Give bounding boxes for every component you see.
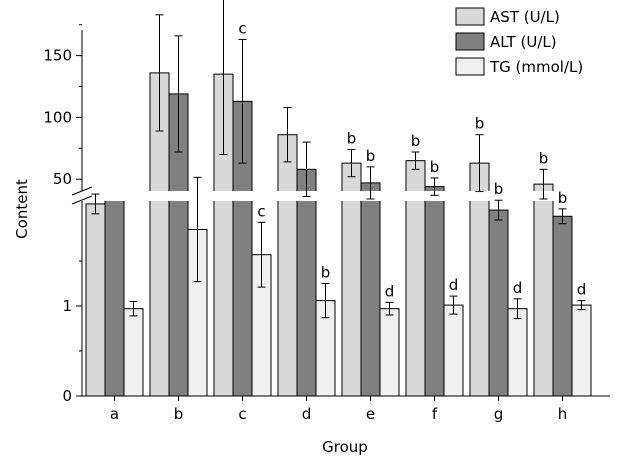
x-tick-label: d (302, 405, 312, 423)
axis-break-mark (71, 195, 93, 205)
significance-label: b (494, 180, 504, 198)
bar-g-s3 (507, 308, 528, 397)
legend-swatch-1 (455, 7, 485, 26)
significance-label: b (558, 189, 568, 207)
bar-g-s2 (488, 209, 509, 397)
significance-label: b (411, 132, 421, 150)
x-tick-label: g (494, 405, 504, 423)
x-tick-label: f (432, 405, 438, 423)
significance-label: b (475, 115, 485, 133)
x-tick-label: e (366, 405, 375, 423)
legend-swatch-2 (455, 32, 485, 51)
legend-label: TG (mmol/L) (489, 58, 583, 76)
significance-label: c (257, 202, 265, 220)
y-tick-label: 0 (62, 387, 72, 405)
x-tick-label: b (174, 405, 184, 423)
y-tick-label: 100 (43, 108, 72, 126)
y-tick-label: 50 (53, 170, 72, 188)
significance-label: d (577, 281, 587, 299)
legend-swatch-3 (455, 57, 485, 76)
bar-h-s2 (552, 215, 573, 397)
legend-label: AST (U/L) (490, 8, 560, 26)
bar-a-s1 (85, 203, 106, 397)
bar-e-s2 (360, 182, 381, 397)
bar-d-s2 (296, 168, 317, 397)
y-tick-label: 1 (62, 297, 72, 315)
significance-label: b (366, 147, 376, 165)
significance-label: b (321, 264, 331, 282)
significance-label: d (385, 282, 395, 300)
legend-label: ALT (U/L) (490, 33, 557, 51)
error-bars-layer: cccbbbdbbdbbdbbd (91, 0, 587, 320)
y-axis-title: Content (13, 179, 31, 239)
bar-h-s1 (533, 183, 554, 397)
axes-layer: 50 100 150 200 0 1 a b c d e f g h (43, 0, 610, 423)
significance-label: d (449, 276, 459, 294)
legend: AST (U/L) ALT (U/L) TG (mmol/L) (455, 7, 583, 76)
y-tick-label: 200 (43, 0, 72, 3)
x-axis-title: Group (322, 438, 368, 456)
axis-break-mark (71, 186, 93, 196)
significance-label: d (513, 279, 523, 297)
x-tick-label: c (238, 405, 246, 423)
axis-break-gap (79, 191, 610, 201)
significance-label: b (347, 130, 357, 148)
significance-label: b (539, 149, 549, 167)
y-tick-label: 150 (43, 47, 72, 65)
bars-layer (79, 72, 610, 397)
bar-h-s3 (571, 304, 592, 397)
bar-a-s2 (104, 193, 125, 397)
significance-label: c (238, 20, 246, 38)
bar-d-s1 (277, 134, 298, 397)
x-tick-label: a (110, 405, 119, 423)
x-tick-label: h (558, 405, 568, 423)
bar-e-s3 (379, 308, 400, 397)
bar-a-s3 (123, 308, 144, 397)
significance-label: b (430, 158, 440, 176)
bar-f-s3 (443, 304, 464, 397)
bar-f-s2 (424, 186, 445, 397)
